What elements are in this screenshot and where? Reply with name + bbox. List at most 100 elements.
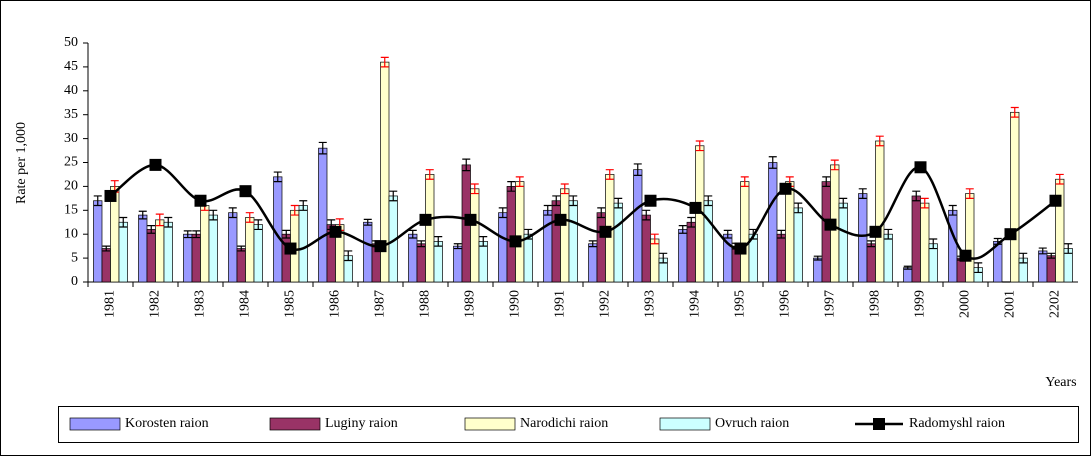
error-bar bbox=[633, 163, 642, 177]
y-tick-label: 35 bbox=[64, 107, 78, 122]
bar bbox=[633, 169, 643, 283]
error-bar bbox=[965, 188, 974, 199]
bar bbox=[776, 233, 786, 283]
error-bar bbox=[920, 197, 929, 209]
error-bar bbox=[794, 202, 803, 214]
x-tick-label: 1981 bbox=[103, 290, 118, 318]
x-tick-label: 1999 bbox=[913, 290, 928, 318]
marker bbox=[284, 242, 297, 255]
error-bar bbox=[254, 219, 263, 231]
error-bar bbox=[245, 212, 254, 223]
x-tick-label: 1982 bbox=[148, 290, 163, 318]
error-bar bbox=[507, 181, 516, 192]
bar bbox=[236, 248, 246, 283]
legend-box bbox=[58, 406, 1079, 443]
bar bbox=[498, 212, 508, 283]
marker bbox=[914, 161, 927, 174]
error-bar bbox=[119, 216, 128, 228]
bar bbox=[793, 207, 803, 283]
x-tick-label: 2202 bbox=[1048, 290, 1063, 318]
y-tick-label: 30 bbox=[64, 131, 78, 146]
marker bbox=[599, 225, 612, 238]
y-tick-label: 10 bbox=[64, 226, 78, 241]
error-bar bbox=[974, 262, 983, 274]
bar bbox=[543, 209, 553, 283]
x-tick-label: 2001 bbox=[1003, 290, 1018, 318]
bar bbox=[650, 238, 660, 283]
y-tick-label: 5 bbox=[71, 250, 78, 265]
error-bar bbox=[453, 243, 462, 250]
error-bar bbox=[155, 213, 164, 227]
bar bbox=[138, 214, 148, 283]
marker bbox=[869, 225, 882, 238]
bar bbox=[478, 241, 488, 283]
error-bar bbox=[929, 238, 938, 250]
error-bar bbox=[147, 224, 156, 234]
error-bar bbox=[642, 209, 651, 221]
error-bar bbox=[1064, 243, 1073, 254]
bar bbox=[1010, 111, 1020, 283]
error-bar bbox=[1055, 173, 1064, 185]
bar bbox=[838, 202, 848, 283]
marker bbox=[509, 235, 522, 248]
bar bbox=[1055, 178, 1065, 283]
bar bbox=[101, 248, 111, 283]
bar bbox=[560, 188, 570, 283]
error-bar bbox=[614, 197, 623, 209]
x-tick-label: 1994 bbox=[688, 290, 703, 318]
error-bar bbox=[389, 190, 398, 202]
error-bar bbox=[209, 209, 218, 221]
error-bar bbox=[839, 197, 848, 209]
y-tick-label: 25 bbox=[64, 155, 78, 170]
error-bar bbox=[723, 229, 732, 239]
x-tick-label: 1986 bbox=[328, 290, 343, 318]
marker bbox=[689, 201, 702, 214]
y-tick-label: 50 bbox=[64, 35, 78, 50]
legend-swatch bbox=[659, 417, 711, 431]
bar bbox=[813, 257, 823, 283]
error-bar bbox=[273, 171, 282, 183]
bar bbox=[858, 193, 868, 283]
error-bar bbox=[768, 156, 777, 169]
error-bar bbox=[164, 216, 173, 228]
bar bbox=[740, 181, 750, 283]
error-bar bbox=[299, 200, 308, 211]
bar bbox=[433, 241, 443, 283]
legend-label: Korosten raion bbox=[125, 416, 209, 431]
error-bar bbox=[462, 158, 471, 172]
error-bar bbox=[408, 229, 417, 239]
error-bar bbox=[425, 169, 434, 180]
y-tick-label: 20 bbox=[64, 179, 78, 194]
marker bbox=[1049, 194, 1062, 207]
bar bbox=[146, 229, 156, 283]
bar bbox=[785, 181, 795, 283]
error-bar bbox=[344, 250, 353, 262]
bar bbox=[948, 209, 958, 283]
x-tick-label: 1984 bbox=[238, 290, 253, 318]
legend-label: Ovruch raion bbox=[715, 416, 789, 431]
error-bar bbox=[498, 207, 507, 219]
bar bbox=[903, 267, 913, 283]
bar bbox=[588, 243, 598, 283]
error-bar bbox=[588, 240, 597, 248]
marker bbox=[1004, 228, 1017, 241]
error-bar bbox=[228, 207, 237, 219]
bar bbox=[453, 245, 463, 283]
error-bar bbox=[380, 56, 389, 68]
x-tick-label: 1983 bbox=[193, 290, 208, 318]
legend-label: Narodichi raion bbox=[520, 416, 608, 431]
bar bbox=[228, 212, 238, 283]
bar bbox=[641, 214, 651, 283]
error-bar bbox=[704, 195, 713, 207]
x-tick-label: 1987 bbox=[373, 290, 388, 318]
legend-marker bbox=[873, 418, 885, 430]
marker bbox=[824, 218, 837, 231]
bar bbox=[920, 202, 930, 283]
error-bar bbox=[822, 176, 831, 187]
bar bbox=[686, 221, 696, 283]
bar bbox=[883, 233, 893, 283]
bar bbox=[253, 224, 263, 283]
marker bbox=[959, 249, 972, 262]
error-bar bbox=[650, 233, 659, 245]
